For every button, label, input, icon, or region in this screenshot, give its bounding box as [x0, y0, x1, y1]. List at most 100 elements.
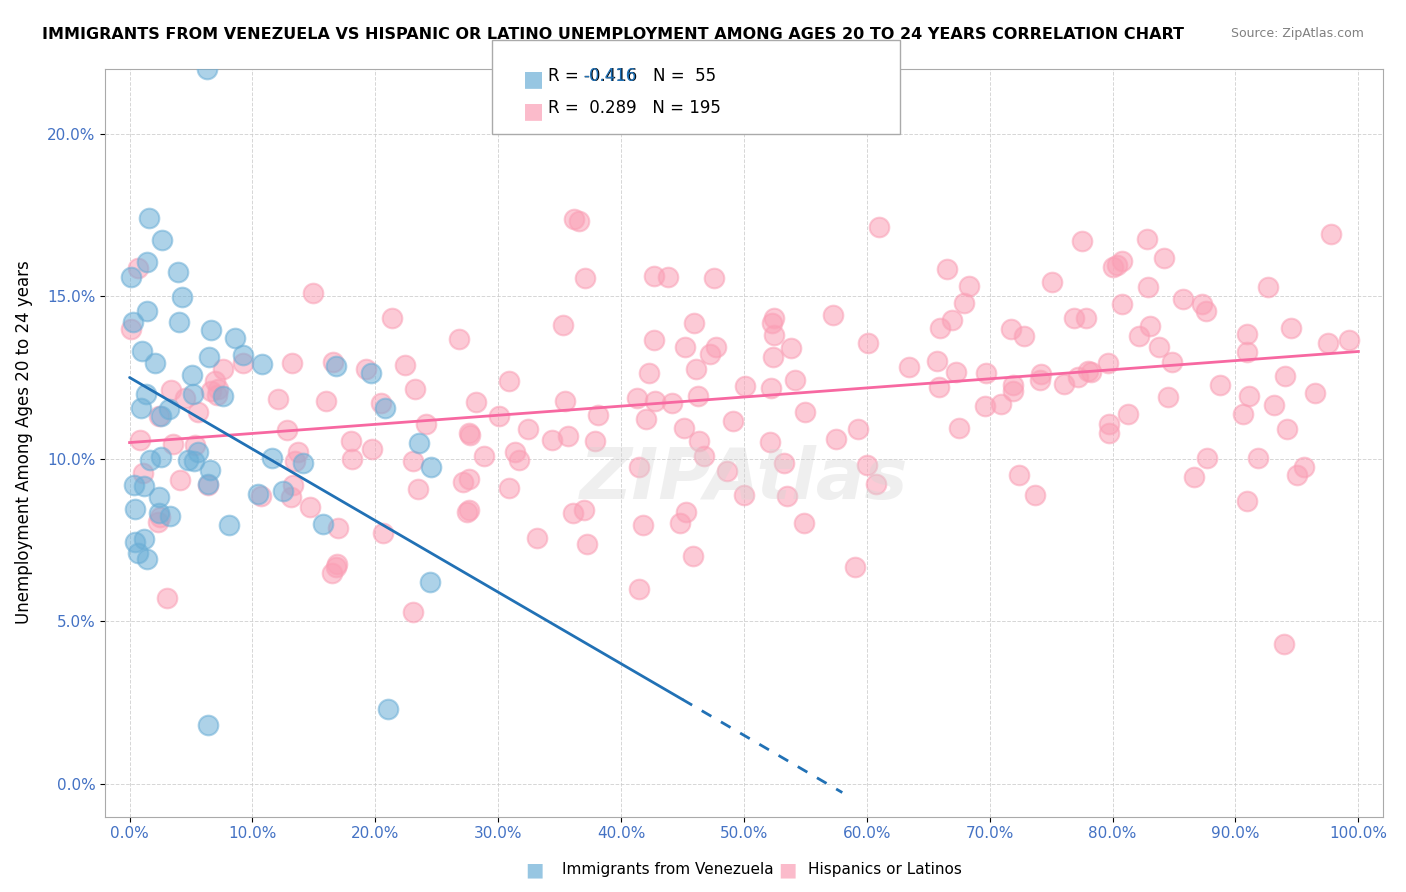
Point	[1195, 451, 1218, 466]
Point	[868, 220, 890, 235]
Point	[1014, 329, 1036, 343]
Text: IMMIGRANTS FROM VENEZUELA VS HISPANIC OR LATINO UNEMPLOYMENT AMONG AGES 20 TO 24: IMMIGRANTS FROM VENEZUELA VS HISPANIC OR…	[42, 27, 1184, 42]
Point	[1263, 398, 1285, 412]
Point	[628, 582, 651, 597]
Text: ■: ■	[778, 860, 797, 880]
Point	[284, 454, 307, 468]
Point	[716, 464, 738, 478]
Point	[856, 335, 879, 350]
Point	[315, 393, 337, 408]
Point	[267, 392, 290, 406]
Point	[1040, 275, 1063, 289]
Point	[935, 262, 957, 277]
Point	[1209, 378, 1232, 392]
Point	[657, 269, 679, 284]
Point	[1147, 340, 1170, 354]
Point	[143, 356, 166, 370]
Point	[312, 516, 335, 531]
Point	[187, 405, 209, 419]
Point	[498, 374, 520, 388]
Point	[1063, 310, 1085, 325]
Point	[157, 402, 180, 417]
Point	[218, 518, 240, 533]
Point	[205, 388, 228, 402]
Point	[135, 386, 157, 401]
Point	[1098, 426, 1121, 441]
Point	[688, 434, 710, 449]
Point	[281, 355, 304, 369]
Point	[134, 533, 156, 547]
Point	[898, 359, 921, 374]
Point	[517, 422, 540, 436]
Point	[1007, 468, 1029, 483]
Point	[148, 506, 170, 520]
Point	[941, 313, 963, 327]
Point	[207, 382, 229, 396]
Point	[408, 436, 430, 450]
Point	[928, 380, 950, 394]
Point	[1275, 421, 1298, 435]
Point	[160, 383, 183, 397]
Point	[974, 366, 997, 380]
Point	[374, 401, 396, 415]
Point	[1279, 320, 1302, 334]
Point	[561, 506, 583, 520]
Point	[169, 315, 191, 329]
Point	[180, 368, 202, 383]
Point	[195, 62, 218, 76]
Point	[370, 396, 392, 410]
Point	[855, 458, 877, 472]
Point	[138, 211, 160, 226]
Point	[675, 505, 697, 519]
Point	[1194, 303, 1216, 318]
Point	[1098, 417, 1121, 431]
Point	[1157, 390, 1180, 404]
Point	[271, 483, 294, 498]
Point	[449, 332, 471, 346]
Text: Immigrants from Venezuela: Immigrants from Venezuela	[562, 863, 775, 877]
Point	[200, 323, 222, 337]
Point	[291, 456, 314, 470]
Point	[957, 279, 980, 293]
Point	[131, 467, 153, 481]
Point	[553, 318, 575, 333]
Point	[865, 477, 887, 491]
Point	[170, 290, 193, 304]
Point	[568, 214, 591, 228]
Point	[1097, 355, 1119, 369]
Point	[783, 373, 806, 387]
Point	[146, 516, 169, 530]
Point	[128, 434, 150, 448]
Point	[761, 381, 783, 395]
Y-axis label: Unemployment Among Ages 20 to 24 years: Unemployment Among Ages 20 to 24 years	[15, 260, 32, 624]
Point	[377, 701, 399, 715]
Text: ZIPAtlas: ZIPAtlas	[579, 445, 908, 515]
Point	[1080, 365, 1102, 379]
Point	[148, 490, 170, 504]
Point	[402, 453, 425, 467]
Point	[197, 478, 219, 492]
Point	[371, 526, 394, 541]
Text: Source: ZipAtlas.com: Source: ZipAtlas.com	[1230, 27, 1364, 40]
Point	[169, 473, 191, 487]
Point	[576, 537, 599, 551]
Point	[464, 395, 486, 409]
Point	[1316, 336, 1339, 351]
Point	[250, 489, 273, 503]
Point	[127, 260, 149, 275]
Point	[419, 460, 441, 475]
Point	[562, 211, 585, 226]
Point	[586, 409, 609, 423]
Point	[197, 351, 219, 365]
Point	[173, 391, 195, 405]
Point	[703, 271, 725, 285]
Point	[197, 718, 219, 732]
Point	[342, 451, 364, 466]
Point	[131, 344, 153, 359]
Point	[1077, 364, 1099, 378]
Point	[120, 322, 142, 336]
Point	[794, 405, 817, 419]
Point	[693, 449, 716, 463]
Point	[1107, 258, 1129, 272]
Point	[1000, 322, 1022, 336]
